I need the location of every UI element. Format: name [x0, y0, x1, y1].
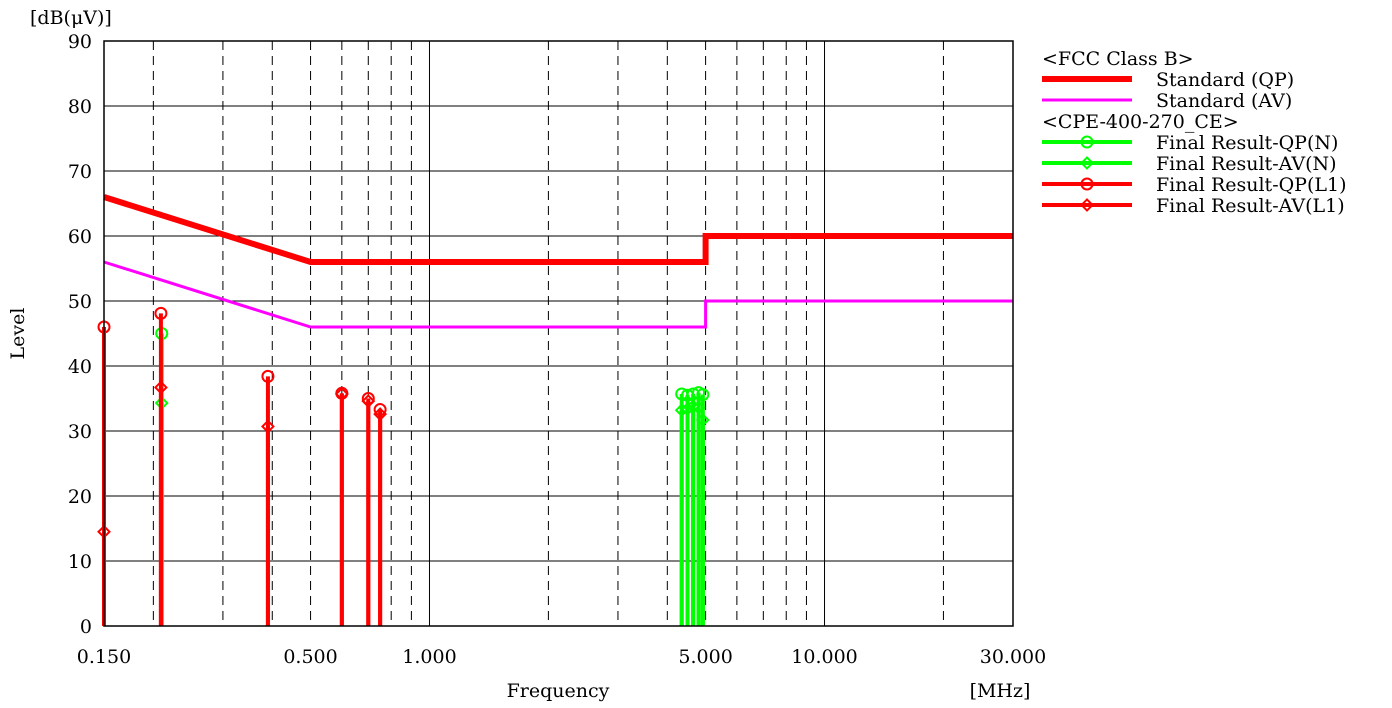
- y-tick-label: 30: [68, 421, 92, 443]
- legend-entry-label: Final Result-QP(L1): [1156, 174, 1347, 196]
- y-tick-label: 40: [68, 356, 92, 378]
- x-tick-label: 5.000: [678, 646, 732, 668]
- legend: <FCC Class B>Standard (QP)Standard (AV)<…: [1042, 48, 1347, 217]
- series-1: [103, 260, 1013, 329]
- av-marker: [373, 407, 388, 422]
- legend-group-title: <FCC Class B>: [1042, 48, 1194, 70]
- x-tick-labels: 0.150 0.500 1.000 5.000 10.000 30.000: [77, 646, 1046, 668]
- plot-frame: [103, 40, 1014, 627]
- x-tick-label: 0.500: [283, 646, 337, 668]
- x-tick-label: 10.000: [791, 646, 857, 668]
- series-2: [155, 327, 710, 626]
- av-marker: [261, 419, 275, 434]
- qp-marker: [261, 369, 275, 383]
- x-axis-label: Frequency: [507, 680, 610, 702]
- legend-marker: [1080, 198, 1094, 212]
- series-0: [103, 194, 1013, 265]
- y-axis-label: Level: [7, 308, 29, 360]
- legend-entry-label: Standard (AV): [1156, 90, 1292, 112]
- x-tick-label: 0.150: [77, 646, 131, 668]
- legend-marker: [1080, 156, 1094, 170]
- y-tick-label: 10: [68, 551, 92, 573]
- av-marker: [334, 387, 349, 401]
- av-marker: [674, 403, 689, 418]
- y-tick-labels: 0 10 20 30 40 50 60 70 80 90: [68, 31, 92, 638]
- legend-marker: [1080, 135, 1094, 149]
- qp-marker: [696, 388, 710, 402]
- y-unit-label: [dB(μV)]: [30, 7, 112, 29]
- av-marker: [361, 394, 376, 409]
- y-tick-label: 70: [68, 161, 92, 183]
- y-tick-label: 50: [68, 291, 92, 313]
- legend-entry-label: Final Result-AV(L1): [1156, 195, 1345, 217]
- y-tick-label: 60: [68, 226, 92, 248]
- legend-entry-label: Final Result-QP(N): [1156, 132, 1338, 154]
- legend-entry-label: Final Result-AV(N): [1156, 153, 1337, 175]
- x-tick-label: 30.000: [980, 646, 1046, 668]
- av-marker: [153, 380, 168, 395]
- y-tick-label: 80: [68, 96, 92, 118]
- x-tick-label: 1.000: [402, 646, 456, 668]
- limit-line: [103, 260, 1013, 329]
- x-unit-label: [MHz]: [970, 680, 1031, 702]
- series-5: [97, 380, 388, 626]
- limit-line: [103, 194, 1013, 265]
- series-3: [154, 396, 710, 626]
- y-tick-label: 90: [68, 31, 92, 53]
- legend-marker: [1080, 177, 1094, 191]
- series-layer: [97, 194, 1013, 626]
- legend-entry-label: Standard (QP): [1156, 69, 1294, 91]
- y-tick-label: 0: [80, 616, 92, 638]
- legend-group-title: <CPE-400-270_CE>: [1042, 111, 1239, 133]
- av-marker: [691, 400, 706, 415]
- y-tick-label: 20: [68, 486, 92, 508]
- qp-marker: [154, 306, 168, 320]
- grid: [104, 41, 1013, 626]
- av-marker: [695, 413, 710, 427]
